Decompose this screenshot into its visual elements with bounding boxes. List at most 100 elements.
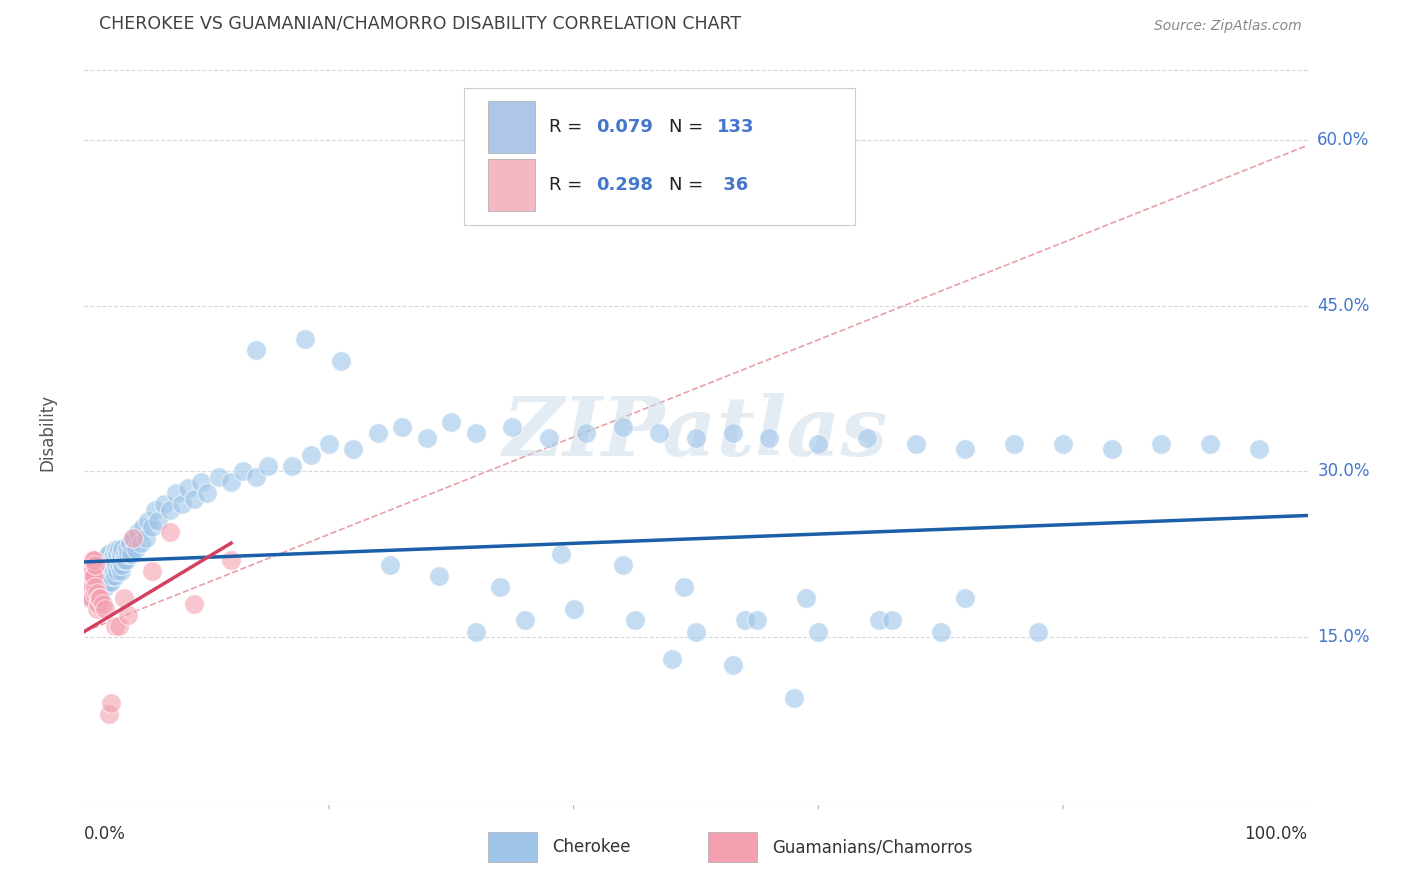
Point	[380, 558, 402, 573]
Text: Disability: Disability	[38, 394, 56, 471]
Point	[464, 425, 486, 440]
Point	[100, 697, 122, 711]
Point	[115, 541, 138, 556]
Point	[87, 591, 110, 606]
Point	[159, 503, 181, 517]
Point	[87, 574, 110, 589]
Point	[77, 574, 100, 589]
Point	[129, 536, 152, 550]
Point	[165, 486, 187, 500]
Point	[1198, 436, 1220, 450]
Point	[105, 547, 128, 561]
Point	[153, 498, 176, 512]
Point	[84, 558, 107, 573]
Point	[90, 586, 112, 600]
Point	[550, 547, 572, 561]
Point	[86, 569, 108, 583]
Point	[79, 580, 101, 594]
Point	[111, 558, 134, 573]
Point	[136, 514, 159, 528]
Point	[575, 425, 598, 440]
Point	[80, 552, 103, 566]
Point	[219, 552, 242, 566]
Point	[87, 591, 110, 606]
Point	[96, 574, 118, 589]
Point	[747, 614, 769, 628]
Point	[146, 514, 169, 528]
Point	[91, 597, 114, 611]
Point	[880, 614, 903, 628]
Point	[90, 569, 112, 583]
Point	[104, 619, 127, 633]
Point	[94, 580, 117, 594]
Text: 60.0%: 60.0%	[1317, 131, 1369, 149]
Text: 30.0%: 30.0%	[1317, 462, 1369, 480]
Point	[219, 475, 242, 490]
Point	[856, 431, 879, 445]
Point	[107, 558, 129, 573]
Point	[103, 547, 125, 561]
Point	[101, 552, 124, 566]
Point	[122, 531, 145, 545]
Point	[97, 569, 120, 583]
Point	[1247, 442, 1270, 457]
Point	[97, 574, 120, 589]
Point	[87, 580, 110, 594]
Point	[117, 607, 139, 622]
Point	[141, 564, 163, 578]
Point	[82, 552, 104, 566]
Text: Source: ZipAtlas.com: Source: ZipAtlas.com	[1154, 19, 1302, 33]
Point	[112, 552, 135, 566]
Point	[87, 564, 110, 578]
FancyBboxPatch shape	[464, 88, 855, 226]
Point	[190, 475, 212, 490]
Point	[97, 558, 120, 573]
Point	[97, 707, 120, 722]
Point	[77, 591, 100, 606]
Text: N =: N =	[669, 119, 709, 136]
Point	[869, 614, 891, 628]
Point	[84, 558, 107, 573]
Point	[929, 624, 952, 639]
Point	[82, 569, 104, 583]
Point	[141, 519, 163, 533]
Point	[612, 558, 634, 573]
Point	[91, 558, 114, 573]
Point	[94, 602, 117, 616]
Point	[172, 498, 194, 512]
Point	[100, 558, 122, 573]
Text: 133: 133	[717, 119, 754, 136]
Point	[107, 619, 129, 633]
Point	[86, 586, 108, 600]
Point	[195, 486, 218, 500]
Point	[281, 458, 304, 473]
FancyBboxPatch shape	[709, 832, 758, 862]
Point	[721, 425, 744, 440]
Point	[80, 564, 103, 578]
Point	[330, 353, 353, 368]
Text: N =: N =	[669, 176, 709, 194]
Point	[105, 564, 128, 578]
FancyBboxPatch shape	[488, 102, 534, 153]
Point	[624, 614, 647, 628]
Point	[80, 580, 103, 594]
Point	[183, 491, 205, 506]
Point	[416, 431, 439, 445]
Text: 0.0%: 0.0%	[84, 825, 127, 843]
Point	[118, 536, 141, 550]
FancyBboxPatch shape	[488, 832, 537, 862]
Point	[464, 624, 486, 639]
Point	[89, 591, 111, 606]
Point	[132, 519, 155, 533]
Point	[905, 436, 928, 450]
Point	[110, 564, 132, 578]
Point	[734, 614, 756, 628]
Point	[672, 580, 695, 594]
Point	[208, 470, 231, 484]
Point	[83, 574, 105, 589]
Point	[89, 574, 111, 589]
Point	[1101, 442, 1123, 457]
Point	[101, 569, 124, 583]
Point	[685, 624, 707, 639]
Point	[111, 541, 134, 556]
